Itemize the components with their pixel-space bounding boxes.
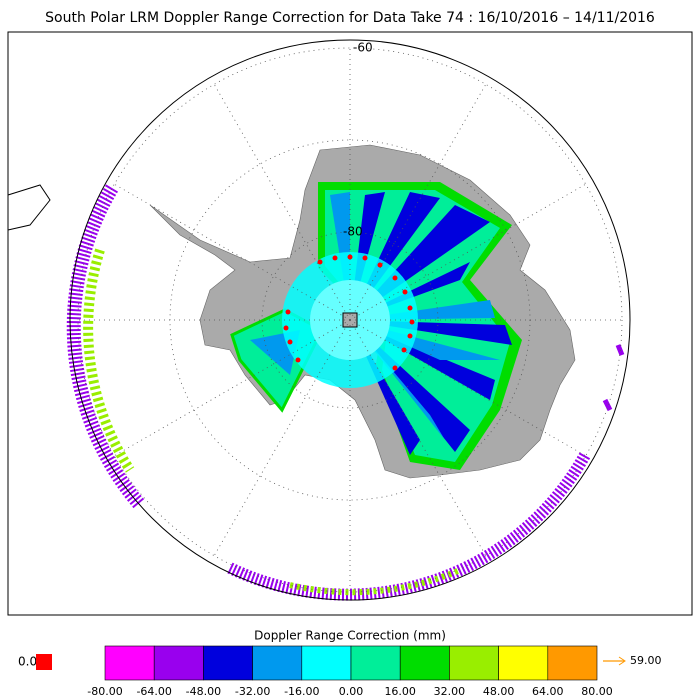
ocean-tracks bbox=[66, 184, 146, 510]
colorbar-tick-label: 64.00 bbox=[532, 685, 564, 698]
colorbar-segment bbox=[498, 645, 549, 681]
colorbar: -80.00 -64.00 -48.00 -32.00 -16.00 0.00 16.00 3… bbox=[87, 645, 613, 698]
colorbar-title: Doppler Range Correction (mm) bbox=[254, 629, 446, 643]
land bbox=[7, 184, 51, 231]
graticule bbox=[78, 48, 622, 592]
colorbar-segment bbox=[350, 645, 401, 681]
colorbar-tick-label: -16.00 bbox=[284, 685, 319, 698]
colorbar-tick-label: 32.00 bbox=[434, 685, 466, 698]
zero-swatch bbox=[36, 654, 52, 670]
lat-label: -80 bbox=[343, 225, 363, 239]
map-edge bbox=[69, 39, 631, 601]
colorbar-tick-label: -80.00 bbox=[87, 685, 122, 698]
zero-label: 0.0 bbox=[18, 655, 37, 669]
colorbar-segment bbox=[252, 645, 303, 681]
over-label: 59.00 bbox=[630, 654, 662, 667]
colorbar-tick-label: -48.00 bbox=[186, 685, 221, 698]
graticule bbox=[77, 47, 623, 593]
red-points bbox=[283, 254, 415, 371]
colorbar-tick-label: -32.00 bbox=[235, 685, 270, 698]
over-arrow-head bbox=[618, 656, 626, 666]
colorbar-segment bbox=[449, 645, 499, 681]
colorbar-tick-label: 16.00 bbox=[384, 685, 416, 698]
graticule bbox=[261, 231, 439, 409]
colorbar-segment bbox=[153, 645, 204, 681]
colorbar-tick-label: 0.00 bbox=[339, 685, 364, 698]
colorbar-segment bbox=[203, 645, 253, 681]
colorbar-tick-label: 48.00 bbox=[483, 685, 515, 698]
colorbar-segment bbox=[301, 645, 352, 681]
colorbar-tick-label: -64.00 bbox=[136, 685, 171, 698]
map: -60 -80 bbox=[7, 39, 631, 601]
lat-label: -60 bbox=[353, 41, 373, 55]
colorbar-segment bbox=[399, 645, 450, 681]
ocean-tracks bbox=[83, 248, 135, 473]
colorbar-tick-label: 80.00 bbox=[581, 685, 613, 698]
colorbar-segment bbox=[547, 645, 598, 681]
colorbar-segment bbox=[104, 645, 155, 681]
title: South Polar LRM Doppler Range Correction… bbox=[45, 10, 655, 26]
